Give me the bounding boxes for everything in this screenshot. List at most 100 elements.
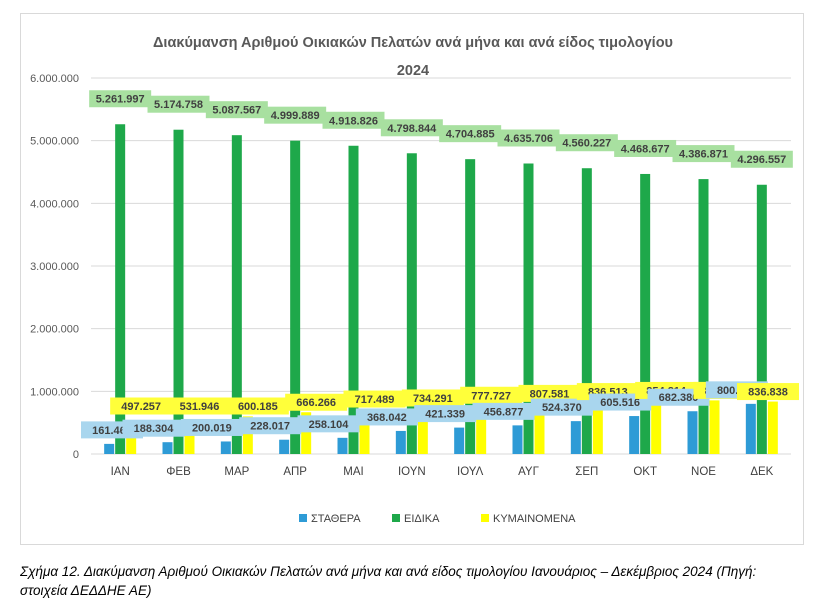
- x-tick-label: ΜΑΡ: [224, 466, 249, 478]
- data-label-text: 807.581: [530, 388, 570, 400]
- bar-ΚΥΜΑΙΝΟΜΕΝΑ: [242, 416, 253, 454]
- figure-caption: Σχήμα 12. Διακύμανση Αριθμού Οικιακών Πε…: [20, 564, 757, 598]
- legend-swatch-ΣΤΑΘΕΡΑ: [299, 514, 307, 522]
- data-label-text: 200.019: [192, 422, 232, 434]
- data-label-text: 531.946: [180, 401, 220, 413]
- data-label-text: 5.087.567: [212, 105, 261, 117]
- data-label-text: 161.461: [92, 425, 132, 437]
- bar-ΣΤΑΘΕΡΑ: [104, 443, 115, 454]
- y-tick-label: 3.000.000: [30, 261, 79, 273]
- data-label-box: [730, 150, 793, 168]
- legend-label: ΚΥΜΑΙΝΟΜΕΝΑ: [493, 513, 576, 525]
- bar-ΣΤΑΘΕΡΑ: [337, 437, 348, 454]
- data-label-ΣΤΑΘΕΡΑ: 200.019: [180, 418, 243, 436]
- bar-ΣΤΑΘΕΡΑ: [687, 411, 698, 454]
- x-tick-label: ΑΠΡ: [283, 466, 307, 478]
- data-label-box: [168, 397, 231, 415]
- data-label-text: 4.296.557: [737, 154, 786, 166]
- data-label-box: [439, 125, 502, 143]
- legend-swatch-ΕΙΔΙΚΑ: [392, 514, 400, 522]
- bar-ΚΥΜΑΙΝΟΜΕΝΑ: [534, 403, 545, 454]
- bar-ΕΙΔΙΚΑ: [465, 159, 476, 455]
- x-axis-ticks: ΙΑΝ ΦΕΒ ΜΑΡ ΑΠΡ ΜΑΙ ΙΟΥΝ ΙΟΥΛ ΑΥΓ ΣΕΠ ΟΚΤ ΝΟΕ ΔΕΚ: [111, 466, 774, 478]
- chart-subtitle: 2024: [397, 63, 429, 79]
- bar-ΕΙΔΙΚΑ: [231, 135, 242, 454]
- data-label-box: [380, 119, 443, 137]
- data-label-ΕΙΔΙΚΑ: 4.704.885: [439, 125, 502, 143]
- data-label-text: 258.104: [309, 419, 350, 431]
- data-label-ΕΙΔΙΚΑ: 4.635.706: [497, 129, 560, 147]
- data-label-box: [555, 134, 618, 152]
- bar-ΣΤΑΘΕΡΑ: [220, 441, 231, 454]
- bar-ΚΥΜΑΙΝΟΜΕΝΑ: [184, 420, 195, 454]
- data-label-text: 456.877: [484, 406, 524, 418]
- bar-ΕΙΔΙΚΑ: [756, 184, 767, 455]
- data-label-text: 836.838: [748, 387, 788, 399]
- data-label-ΚΥΜΑΙΝΟΜΕΝΑ: 600.185: [226, 397, 289, 415]
- bar-ΕΙΔΙΚΑ: [115, 124, 126, 455]
- bar-ΚΥΜΑΙΝΟΜΕΝΑ: [476, 405, 487, 454]
- data-label-text: 5.261.997: [96, 94, 145, 106]
- y-axis-ticks: 0 1.000.000 2.000.000 3.000.000 4.000.000 5.0…: [30, 73, 79, 461]
- bar-ΕΙΔΙΚΑ: [406, 153, 417, 454]
- x-tick-label: ΙΑΝ: [111, 466, 130, 478]
- data-label-text: 682.380: [659, 392, 699, 404]
- data-label-box: [226, 397, 289, 415]
- data-label-text: 5.174.758: [154, 99, 203, 111]
- data-label-box: [518, 384, 581, 402]
- data-label-box: [614, 139, 677, 157]
- data-label-ΚΥΜΑΙΝΟΜΕΝΑ: 531.946: [168, 397, 231, 415]
- data-label-box: [737, 383, 799, 401]
- bar-ΣΤΑΘΕΡΑ: [454, 427, 465, 454]
- bar-ΣΤΑΘΕΡΑ: [279, 439, 290, 454]
- bar-ΕΙΔΙΚΑ: [348, 145, 359, 454]
- data-label-ΕΙΔΙΚΑ: 5.087.567: [205, 101, 268, 119]
- y-tick-label: 6.000.000: [30, 73, 79, 85]
- bar-ΣΤΑΘΕΡΑ: [629, 416, 640, 454]
- data-label-box: [180, 418, 243, 436]
- data-label-ΕΙΔΙΚΑ: 4.798.844: [380, 119, 443, 137]
- x-tick-label: ΙΟΥΛ: [457, 466, 484, 478]
- bar-ΣΤΑΘΕΡΑ: [745, 403, 756, 454]
- data-label-text: 4.386.871: [679, 149, 728, 161]
- x-tick-label: ΟΚΤ: [633, 466, 657, 478]
- data-label-ΚΥΜΑΙΝΟΜΕΝΑ: 734.291: [401, 389, 464, 407]
- x-tick-label: ΔΕΚ: [750, 466, 773, 478]
- data-label-box: [322, 111, 385, 129]
- y-tick-label: 4.000.000: [30, 198, 79, 210]
- data-label-box: [414, 405, 477, 423]
- data-label-text: 666.266: [296, 397, 336, 409]
- data-label-ΕΙΔΙΚΑ: 4.296.557: [730, 150, 793, 168]
- bar-ΚΥΜΑΙΝΟΜΕΝΑ: [126, 422, 137, 454]
- bar-ΣΤΑΘΕΡΑ: [395, 430, 406, 454]
- bar-ΕΙΔΙΚΑ: [523, 163, 534, 454]
- data-label-ΣΤΑΘΕΡΑ: 188.304: [122, 419, 185, 437]
- data-label-ΚΥΜΑΙΝΟΜΕΝΑ: 836.838: [737, 383, 799, 401]
- data-label-text: 368.042: [367, 412, 407, 424]
- data-label-ΕΙΔΙΚΑ: 5.261.997: [89, 90, 152, 108]
- bar-ΚΥΜΑΙΝΟΜΕΝΑ: [301, 412, 312, 454]
- data-label-box: [110, 397, 173, 415]
- x-tick-label: ΝΟΕ: [691, 466, 716, 478]
- x-tick-label: ΦΕΒ: [166, 466, 191, 478]
- data-label-ΚΥΜΑΙΝΟΜΕΝΑ: 807.581: [518, 384, 581, 402]
- legend: ΣΤΑΘΕΡΑ ΕΙΔΙΚΑ ΚΥΜΑΙΝΟΜΕΝΑ: [299, 513, 576, 525]
- data-label-text: 4.999.889: [271, 110, 320, 122]
- data-label-ΣΤΑΘΕΡΑ: 456.877: [472, 402, 535, 420]
- data-label-box: [122, 419, 185, 437]
- data-label-ΚΥΜΑΙΝΟΜΕΝΑ: 717.489: [343, 390, 406, 408]
- data-label-box: [297, 415, 360, 433]
- data-label-text: 524.370: [542, 402, 582, 414]
- data-label-ΣΤΑΘΕΡΑ: 421.339: [414, 405, 477, 423]
- data-label-text: 497.257: [121, 401, 161, 413]
- data-label-box: [460, 386, 523, 404]
- bar-ΕΙΔΙΚΑ: [698, 179, 709, 454]
- data-label-text: 4.798.844: [387, 123, 437, 135]
- data-label-ΕΙΔΙΚΑ: 4.918.826: [322, 111, 385, 129]
- bar-ΚΥΜΑΙΝΟΜΕΝΑ: [767, 401, 778, 454]
- y-tick-label: 2.000.000: [30, 324, 79, 336]
- data-label-text: 734.291: [413, 393, 453, 405]
- data-label-box: [497, 129, 560, 147]
- data-label-text: 228.017: [250, 421, 290, 433]
- data-label-box: [89, 90, 152, 108]
